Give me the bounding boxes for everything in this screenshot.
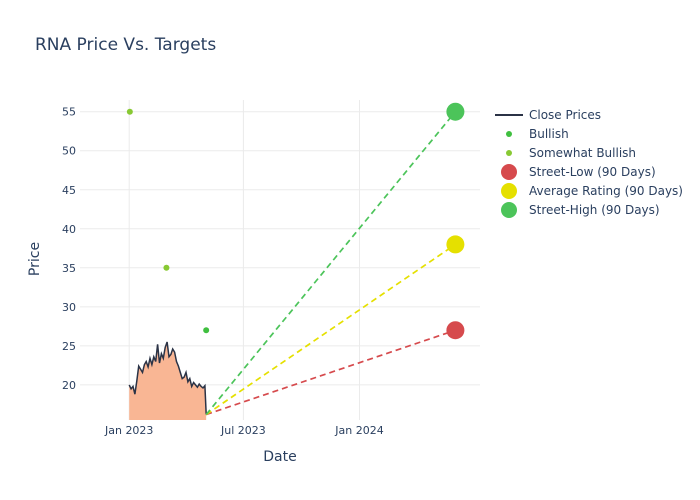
y-tick-label: 25 [62,340,76,353]
close-price-line [128,341,207,415]
legend-label: Somewhat Bullish [529,146,636,160]
legend: Close Prices Bullish Somewhat Bullish Stree… [495,108,683,218]
legend-label: Bullish [529,127,569,141]
street-high-target-line [205,111,457,416]
gridlines [80,100,480,420]
y-tick-label: 55 [62,106,76,119]
legend-label: Average Rating (90 Days) [529,184,683,198]
y-tick-label: 30 [62,301,76,314]
legend-swatch [501,164,517,180]
y-tick-label: 50 [62,145,76,158]
legend-swatch [501,183,517,199]
street-low-target-marker [446,321,465,340]
y-tick-label: 35 [62,262,76,275]
plot-area [126,102,465,420]
axes: 20 25 30 35 40 45 50 55 Jan 2023 Jul 2023 Jan 2024 [62,106,384,437]
y-axis-title: Price [27,242,43,276]
x-tick-label: Jan 2023 [104,424,153,437]
plot-clip-group [128,111,457,420]
y-tick-label: 40 [62,223,76,236]
average-rating-target-line [205,243,456,416]
close-price-area [129,342,207,420]
somewhat-bullish-point [126,108,133,115]
y-tick-label: 20 [62,379,76,392]
x-tick-label: Jul 2023 [220,424,266,437]
street-low-target-line [205,329,456,416]
x-tick-label: Jan 2024 [334,424,383,437]
legend-swatch [506,150,512,156]
legend-swatch [506,131,512,137]
average-rating-target-marker [446,235,465,254]
legend-label: Street-High (90 Days) [529,203,660,217]
somewhat-bullish-point [163,264,170,271]
x-axis-title: Date [263,449,296,465]
legend-label: Close Prices [529,108,601,122]
street-high-target-marker [446,102,465,121]
bullish-point [203,327,210,334]
legend-label: Street-Low (90 Days) [529,165,656,179]
chart-title: RNA Price Vs. Targets [35,35,216,55]
legend-swatch [501,202,517,218]
y-tick-label: 45 [62,184,76,197]
